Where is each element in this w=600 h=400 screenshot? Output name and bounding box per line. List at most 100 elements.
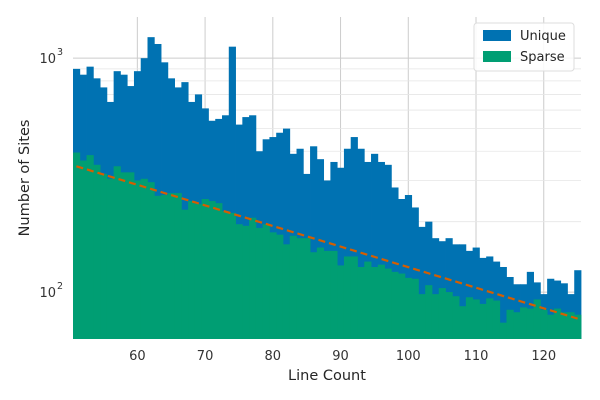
sparse-bar (79, 160, 87, 339)
y-tick-exponent: 2 (57, 281, 63, 292)
sparse-bar (303, 238, 311, 339)
y-tick-exponent: 3 (57, 47, 63, 58)
sparse-bar (282, 244, 291, 339)
sparse-bar (73, 152, 81, 339)
unique-bar (364, 161, 372, 339)
sparse-bar (323, 250, 331, 339)
sparse-bar (418, 294, 426, 339)
unique-bar (228, 46, 236, 340)
sparse-bar (492, 300, 501, 339)
sparse-bar (364, 261, 372, 339)
sparse-bar (249, 217, 257, 339)
sparse-bar (215, 203, 223, 339)
sparse-bar (296, 238, 304, 339)
unique-bar (411, 207, 419, 339)
unique-bar (418, 226, 426, 339)
unique-bar (357, 148, 365, 339)
sparse-bar (255, 227, 264, 339)
sparse-bar (147, 182, 155, 339)
sparse-bar (93, 164, 101, 339)
unique-bar (513, 284, 521, 339)
sparse-bar (208, 201, 216, 339)
legend-swatch (483, 51, 511, 62)
sparse-bar (100, 173, 108, 339)
x-tick-label: 90 (332, 349, 349, 364)
unique-bar (547, 278, 555, 339)
sparse-bar (262, 224, 270, 339)
y-tick-label: 10 (39, 52, 56, 67)
sparse-bar (425, 285, 433, 339)
sparse-bar (560, 312, 568, 339)
sparse-bar (452, 296, 460, 339)
sparse-bar (553, 308, 562, 339)
sparse-bar (235, 224, 243, 339)
sparse-bar (222, 211, 230, 339)
unique-bar (560, 283, 568, 339)
sparse-bar (228, 212, 236, 339)
sparse-bar (404, 277, 413, 339)
sparse-bar (127, 172, 135, 339)
sparse-bar (161, 195, 169, 339)
sparse-bar (106, 178, 115, 339)
unique-bar (465, 250, 474, 339)
sparse-bar (140, 178, 148, 339)
sparse-bar (384, 268, 392, 339)
sparse-bar (445, 292, 453, 339)
sparse-bar (269, 232, 277, 339)
unique-bar (499, 266, 507, 339)
sparse-bar (513, 312, 521, 339)
sparse-bar (533, 299, 541, 339)
sparse-bar (438, 288, 446, 339)
sparse-bar (377, 264, 385, 339)
sparse-bar (343, 256, 352, 339)
sparse-bar (547, 314, 555, 339)
sparse-bar (188, 201, 196, 339)
sparse-bar (499, 322, 507, 339)
x-tick-label: 110 (464, 349, 489, 364)
sparse-bar (133, 180, 142, 339)
sparse-bar (506, 309, 514, 339)
unique-bar (350, 137, 358, 339)
sparse-bar (486, 298, 494, 339)
sparse-bar (411, 278, 419, 339)
unique-bar (330, 161, 338, 339)
x-axis-title: Line Count (288, 368, 366, 384)
unique-bar (343, 148, 352, 339)
unique-bar (425, 221, 433, 339)
sparse-bar (201, 198, 209, 339)
legend-swatch (483, 30, 511, 41)
sparse-bar (350, 256, 358, 339)
unique-bar (492, 261, 501, 339)
sparse-bar (154, 195, 162, 339)
sparse-bar (316, 247, 325, 339)
sparse-bar (465, 297, 474, 339)
sparse-bar (357, 266, 365, 339)
x-tick-labels: 60 70 80 90 100 110 120 (129, 349, 556, 364)
unique-bar (154, 43, 162, 339)
unique-bar (472, 247, 480, 339)
unique-bar (445, 238, 453, 339)
legend: Unique Sparse (473, 22, 575, 72)
x-tick-label: 80 (265, 349, 282, 364)
sparse-bar (459, 306, 467, 339)
sparse-bar (120, 172, 128, 339)
unique-bar (337, 167, 345, 339)
unique-bar (431, 238, 440, 339)
sparse-bar (181, 209, 189, 339)
y-axis-title: Number of Sites (17, 120, 33, 237)
sparse-bar (310, 252, 318, 339)
x-tick-label: 60 (129, 349, 146, 364)
sparse-bar (371, 266, 379, 339)
sparse-bar (540, 309, 548, 339)
sparse-bar (330, 250, 338, 339)
sparse-bar (472, 299, 480, 339)
unique-bar (479, 257, 487, 339)
legend-label: Sparse (520, 50, 565, 65)
unique-bar (526, 271, 534, 339)
unique-bar (384, 164, 392, 339)
unique-bar (506, 276, 514, 339)
sparse-bar (86, 155, 94, 339)
unique-bar (459, 244, 467, 339)
